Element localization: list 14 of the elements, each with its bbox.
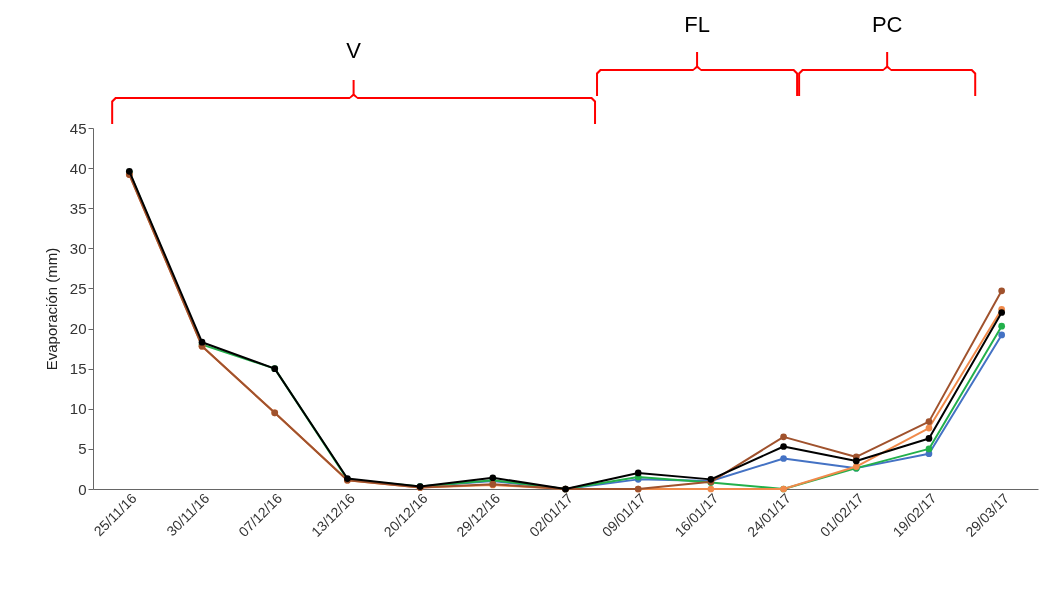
- y-tick-label: 40: [69, 159, 87, 177]
- y-tick-label: 20: [69, 320, 87, 338]
- y-tick-label: 25: [69, 279, 87, 297]
- y-tick-label: 10: [69, 400, 87, 418]
- text: V: [346, 38, 362, 63]
- y-axis-title: Evaporación (mm): [42, 247, 60, 371]
- y-tick-label: 0: [78, 480, 87, 498]
- text: PC: [871, 12, 903, 37]
- y-tick-label: 15: [69, 360, 87, 378]
- y-tick-label: 45: [69, 119, 87, 137]
- text: FL: [684, 12, 710, 37]
- y-tick-label: 30: [69, 239, 87, 257]
- y-tick-label: 35: [69, 199, 87, 217]
- y-tick-label: 5: [78, 440, 87, 458]
